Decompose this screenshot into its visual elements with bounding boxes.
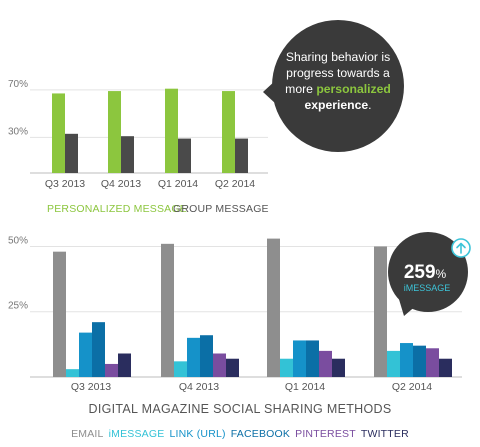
chart1-ytick-70: 70% [8,79,28,90]
badge-circle [388,232,468,312]
callout-line4-bold: experience [304,98,368,112]
bar-link-url-q3-2013 [79,332,92,377]
chart1-xtick-q4-2013: Q4 2013 [101,178,141,190]
legend-twitter: TWITTER [361,428,409,440]
chart2-xtick-q1-2014: Q1 2014 [285,381,325,393]
bar-twitter-q4-2013 [226,358,239,377]
chart2-xtick-q4-2013: Q4 2013 [179,381,219,393]
legend-link-url: LINK (URL) [169,428,225,440]
bar-email-q4-2013 [161,243,174,377]
bar-pinterest-q4-2013 [213,353,226,377]
chart1-xtick-q1-2014: Q1 2014 [158,178,198,190]
bar-facebook-q3-2013 [92,322,105,377]
legend-facebook: FACEBOOK [231,428,290,440]
bar-imessage-q2-2014 [387,350,400,377]
chart2-ytick-50: 50% [8,235,28,246]
bar-personalized-message-q2-2014 [222,91,235,173]
bar-group-message-q2-2014 [235,138,248,173]
bar-facebook-q2-2014 [413,345,426,377]
bar-imessage-q4-2013 [174,361,187,377]
bar-pinterest-q3-2013 [105,363,118,377]
callout-line4: experience. [304,98,371,112]
chart-personalized-vs-group: 70% 30% Q3 2013 Q4 2013 Q1 2014 Q2 2014 … [8,79,269,215]
chart2-xtick-q3-2013: Q3 2013 [71,381,111,393]
bar-group-message-q4-2013 [121,136,134,173]
bar-link-url-q4-2013 [187,337,200,377]
badge-value: 259% [404,262,447,283]
chart2-ytick-25: 25% [8,301,28,312]
chart1-ytick-30: 30% [8,126,28,137]
callout-bubble: Sharing behavior is progress towards a m… [263,20,404,152]
callout-line3-pre: more [285,82,316,96]
callout-circle [272,20,404,152]
bar-pinterest-q2-2014 [426,348,439,377]
badge-label: iMESSAGE [404,283,451,293]
bar-group-message-q1-2014 [178,138,191,173]
arrow-up-circle-icon [451,238,471,258]
bar-email-q3-2013 [53,251,66,377]
callout-line4-end: . [368,98,371,112]
callout-line1: Sharing behavior is [286,50,390,64]
bar-twitter-q1-2014 [332,358,345,377]
bar-twitter-q3-2013 [118,353,131,377]
callout-line3: more personalized [285,82,391,96]
legend-pinterest: PINTEREST [295,428,356,440]
callout-highlight: personalized [316,82,391,96]
bar-facebook-q4-2013 [200,335,213,377]
callout-line2: progress towards a [286,66,390,80]
bar-link-url-q2-2014 [400,343,413,377]
bar-email-q2-2014 [374,246,387,377]
bar-group-message-q3-2013 [65,133,78,173]
chart1-xtick-q3-2013: Q3 2013 [45,178,85,190]
chart1-xtick-q2-2014: Q2 2014 [215,178,255,190]
bar-email-q1-2014 [267,238,280,377]
growth-badge: 259% iMESSAGE [388,232,471,316]
bar-imessage-q1-2014 [280,358,293,377]
bar-facebook-q1-2014 [306,340,319,377]
chart1-legend-group: GROUP MESSAGE [173,203,269,215]
bar-personalized-message-q3-2013 [52,93,65,173]
bar-personalized-message-q4-2013 [108,91,121,173]
chart2-xtick-q2-2014: Q2 2014 [392,381,432,393]
chart2-title: DIGITAL MAGAZINE SOCIAL SHARING METHODS [89,402,392,416]
legend-imessage: iMESSAGE [109,428,165,440]
chart2-legend: EMAIL iMESSAGE LINK (URL) FACEBOOK PINTEREST… [71,428,409,440]
bar-link-url-q1-2014 [293,340,306,377]
bar-imessage-q3-2013 [66,369,79,377]
chart-sharing-methods: 50% 25% Q3 2013 Q4 2013 Q1 2014 Q2 2014 … [8,235,462,440]
chart1-bars [52,88,248,173]
bar-twitter-q2-2014 [439,358,452,377]
chart1-legend-personalized: PERSONALIZED MESSAGE [47,203,187,215]
bar-personalized-message-q1-2014 [165,88,178,173]
chart2-bars [53,238,452,377]
legend-email: EMAIL [71,428,104,440]
bar-pinterest-q1-2014 [319,350,332,377]
badge-percent: % [436,267,447,281]
badge-number: 259 [404,262,436,283]
